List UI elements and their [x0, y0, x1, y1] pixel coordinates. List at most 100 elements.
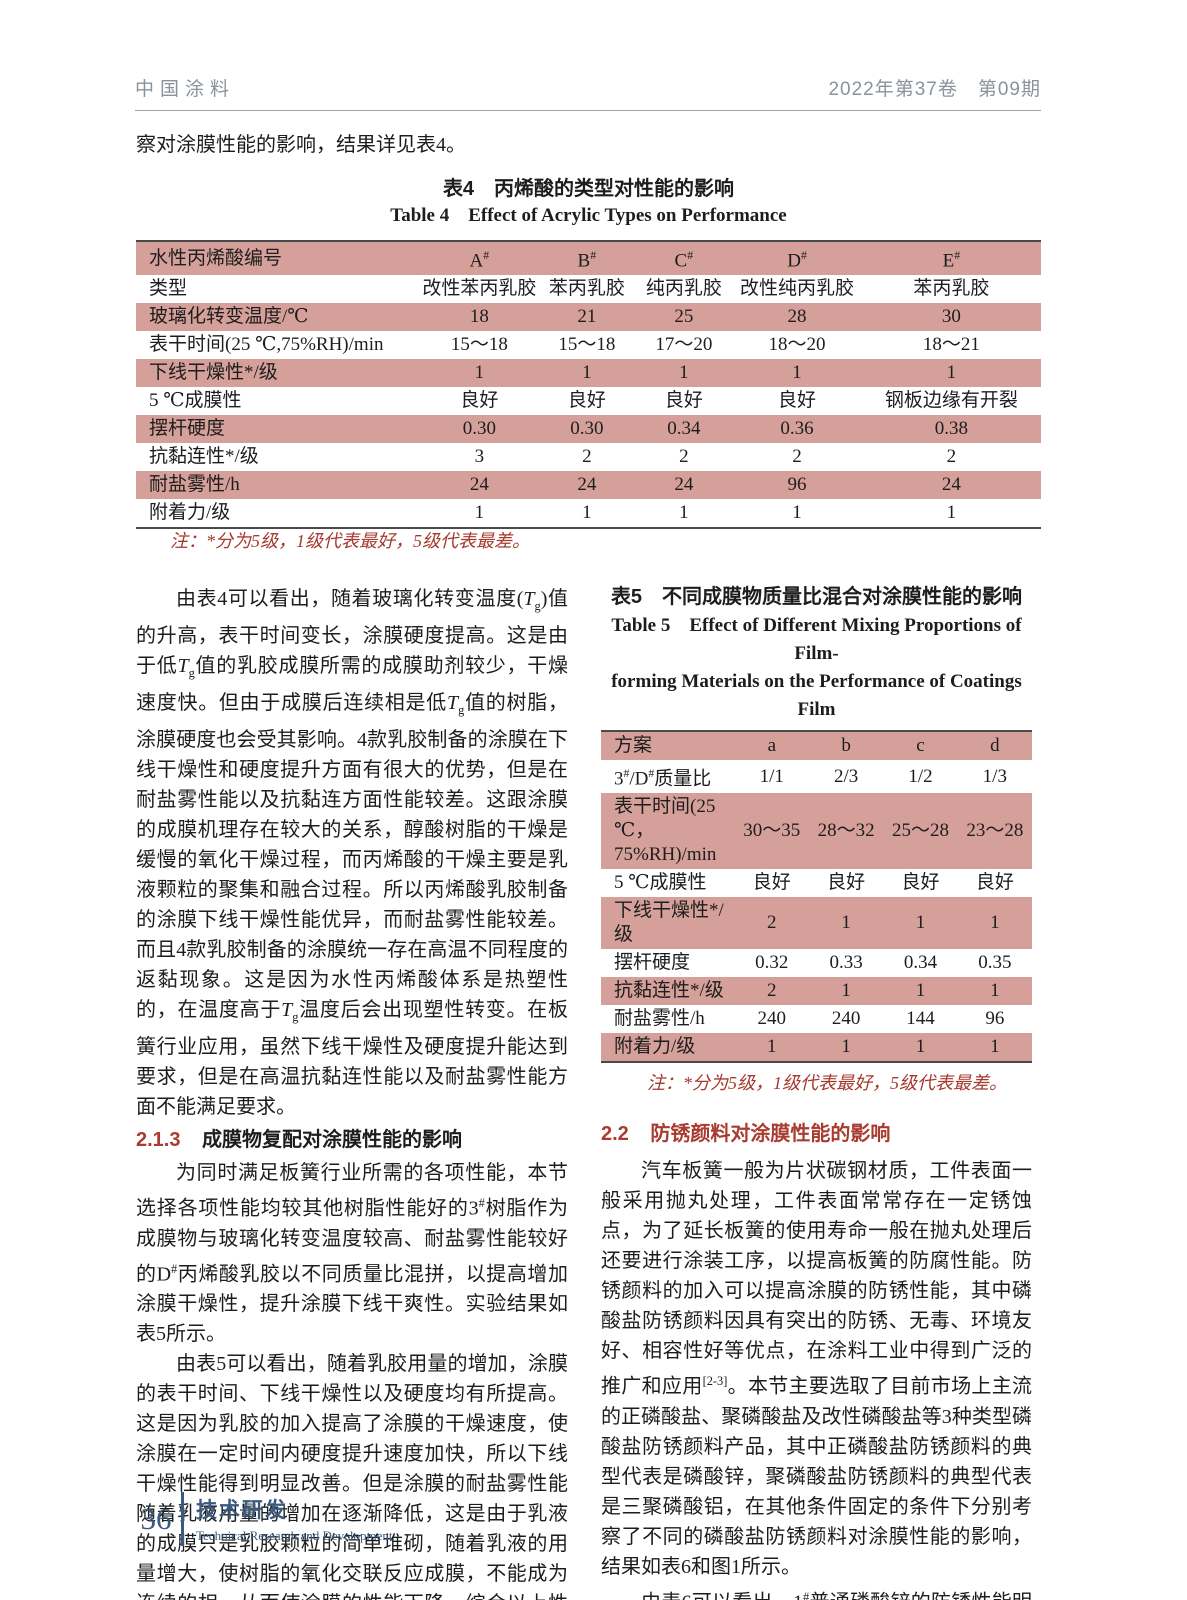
cell-value: 1	[679, 502, 689, 524]
cell-value: 0.34	[667, 418, 701, 440]
table-row: 耐盐雾性/h 24 24 24 96 24	[136, 471, 1041, 500]
cell-value: 0.30	[570, 418, 604, 440]
table-row: 5 ℃成膜性 良好 良好 良好 良好	[601, 869, 1032, 898]
cell-value: 0.34	[903, 952, 938, 974]
table-row: 5 ℃成膜性 良好 良好 良好 良好 钢板边缘有开裂	[136, 387, 1041, 416]
section-title: 成膜物复配对涂膜性能的影响	[202, 1129, 463, 1151]
cell-value: 15～18	[450, 334, 508, 356]
cell-value: 30	[941, 306, 961, 328]
paragraph-table6-discussion: 由表6可以看出，1#普通磷酸锌的防锈性能明显不如3#和4#改性磷酸锌。这是因为普…	[641, 1589, 1032, 1600]
section-heading-2-2: 2.2 防锈颜料对涂膜性能的影响	[601, 1118, 1032, 1150]
table-row: 类型 改性苯丙乳胶 苯丙乳胶 纯丙乳胶 改性纯丙乳胶 苯丙乳胶	[136, 275, 1041, 304]
section-number: 2.1.3	[136, 1129, 181, 1151]
row-label: 耐盐雾性/h	[149, 474, 240, 496]
cell-value: 1	[792, 502, 802, 524]
cell-value: 0.36	[780, 418, 814, 440]
cell-value: 良好	[901, 872, 940, 894]
cell-value: 1	[474, 362, 485, 384]
table-row: 附着力/级 1 1 1 1	[601, 1033, 1032, 1063]
table4-captions: 表4 丙烯酸的类型对性能的影响 Table 4 Effect of Acryli…	[136, 176, 1041, 230]
cell-value: B#	[577, 249, 597, 272]
cell-value: 良好	[664, 390, 703, 412]
row-label: 下线干燥性*/级	[614, 900, 724, 946]
cell-value: 0.38	[934, 418, 969, 440]
row-label: 耐盐雾性/h	[614, 1008, 705, 1030]
row-label: 水性丙烯酸编号	[149, 247, 283, 269]
row-label: 下线干燥性*/级	[149, 362, 278, 384]
table5: 方案 a b c d 3#/D#质量比 1/1 2/3 1/2 1/3 表干时间(25 ℃，75%R…	[601, 730, 1032, 1064]
cell-value: 1	[792, 362, 802, 384]
intro-text: 察对涂膜性能的影响，结果详见表4。	[136, 134, 466, 156]
cell-value: 1	[767, 1036, 777, 1058]
cell-value: 1/1	[759, 765, 784, 787]
page-header: 中国涂料 2022年第37卷 第09期	[135, 74, 1041, 111]
table-row: 方案 a b c d	[601, 731, 1032, 760]
row-label: 玻璃化转变温度/℃	[149, 306, 309, 328]
cell-value: 3	[474, 446, 485, 468]
cell-value: 苯丙乳胶	[548, 278, 625, 300]
row-label: 摆杆硬度	[614, 952, 691, 974]
table-row: 表干时间(25 ℃，75%RH)/min 30～35 28～32 25～28 23～28	[601, 793, 1032, 870]
row-label: 5 ℃成膜性	[614, 872, 707, 894]
cell-value: 0.35	[978, 952, 1012, 974]
cell-value: A#	[469, 249, 490, 272]
issue-info: 2022年第37卷 第09期	[828, 79, 1041, 100]
table-row: 附着力/级 1 1 1 1 1	[136, 499, 1041, 529]
paragraph-table5-discussion: 由表5可以看出，随着乳胶用量的增加，涂膜的表干时间、下线干燥性以及硬度均有所提高…	[136, 1353, 568, 1600]
cell-value: 1	[946, 362, 957, 384]
footer-section-en: Technical Research and Development	[196, 1528, 393, 1543]
cell-value: 24	[469, 474, 489, 496]
cell-value: 24	[674, 474, 694, 496]
cell-value: 1	[582, 362, 592, 384]
paragraph-film-former-blending: 为同时满足板簧行业所需的各项性能，本节选择各项性能均较其他树脂性能好的3#树脂作…	[136, 1162, 569, 1346]
cell-value: 23～28	[966, 820, 1024, 842]
cell-value: 1	[582, 502, 592, 524]
table-row: 抗黏连性*/级 3 2 2 2 2	[136, 443, 1041, 472]
row-label: 附着力/级	[614, 1036, 696, 1058]
table5-caption-en-line2: forming Materials on the Performance of …	[611, 671, 1022, 720]
cell-value: 纯丙乳胶	[645, 278, 722, 300]
table-row: 摆杆硬度 0.32 0.33 0.34 0.35	[601, 949, 1032, 978]
cell-value: 24	[941, 474, 961, 496]
cell-value: 18～20	[768, 334, 826, 356]
section-number: 2.2	[601, 1123, 629, 1146]
cell-value: 0.32	[755, 952, 789, 974]
cell-value: c	[916, 735, 925, 756]
cell-value: 30～35	[743, 820, 801, 842]
cell-value: 良好	[827, 872, 866, 894]
cell-value: 0.30	[462, 418, 496, 440]
cell-value: 2	[582, 446, 592, 468]
cell-value: 良好	[778, 390, 817, 412]
footer-divider	[181, 1492, 184, 1546]
left-column: 由表4可以看出，随着玻璃化转变温度(Tg)值的升高，表干时间变长，涂膜硬度提高。…	[136, 584, 568, 1600]
cell-value: 1	[915, 912, 926, 934]
row-label: 3#/D#质量比	[614, 767, 712, 790]
cell-value: 2	[792, 446, 802, 468]
cell-value: 21	[577, 306, 597, 328]
section-title: 防锈颜料对涂膜性能的影响	[650, 1123, 891, 1146]
cell-value: C#	[674, 249, 694, 272]
cell-value: 良好	[567, 390, 606, 412]
cell-value: D#	[787, 249, 807, 272]
cell-value: 1/2	[908, 765, 933, 787]
table-row: 抗黏连性*/级 2 1 1 1	[601, 977, 1032, 1006]
cell-value: 2	[679, 446, 689, 468]
cell-value: 钢板边缘有开裂	[884, 390, 1018, 412]
cell-value: 15～18	[558, 334, 616, 356]
row-label: 附着力/级	[149, 502, 231, 524]
table-row: 耐盐雾性/h 240 240 144 96	[601, 1005, 1032, 1034]
cell-value: b	[841, 735, 851, 756]
table-row: 下线干燥性*/级 2 1 1 1	[601, 897, 1032, 950]
footer-section-zh: 技术研发	[196, 1499, 288, 1522]
cell-value: 24	[577, 474, 597, 496]
cell-value: 96	[787, 474, 807, 496]
table-row: 下线干燥性*/级 1 1 1 1 1	[136, 359, 1041, 388]
cell-value: 改性苯丙乳胶	[422, 278, 537, 300]
cell-value: 1	[841, 912, 851, 934]
row-label: 摆杆硬度	[149, 418, 226, 440]
cell-value: 144	[906, 1008, 935, 1030]
row-label: 5 ℃成膜性	[149, 390, 242, 412]
cell-value: 2/3	[833, 765, 859, 787]
cell-value: 25～28	[891, 820, 949, 842]
